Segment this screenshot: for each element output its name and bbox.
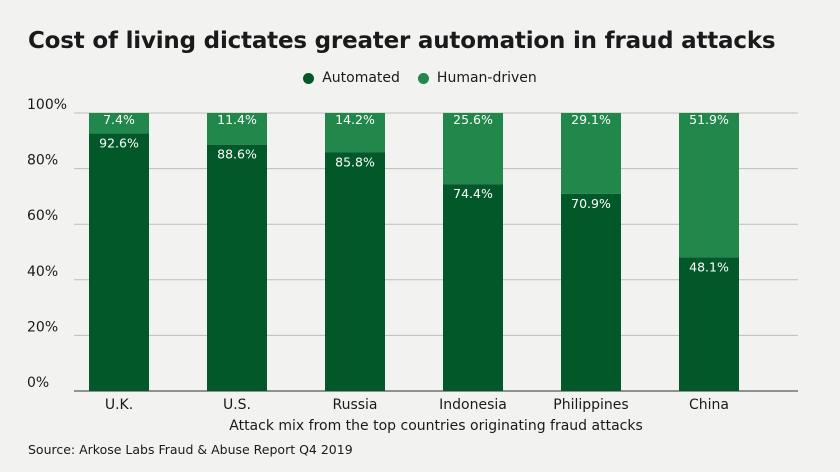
x-tick-label: Indonesia	[439, 397, 507, 413]
data-label-human-driven: 29.1%	[571, 112, 611, 127]
y-tick-label: 80%	[27, 153, 58, 169]
legend-label-automated: Automated	[322, 70, 400, 86]
y-tick-label: 0%	[27, 375, 49, 391]
data-label-human-driven: 7.4%	[103, 112, 135, 127]
bar-automated	[207, 144, 267, 391]
data-label-automated: 48.1%	[689, 259, 729, 274]
x-tick-label: U.K.	[105, 397, 133, 413]
y-tick-label: 60%	[27, 208, 58, 224]
legend-swatch-automated	[303, 72, 315, 84]
source-note: Source: Arkose Labs Fraud & Abuse Report…	[28, 442, 353, 457]
data-label-human-driven: 25.6%	[453, 112, 493, 127]
data-label-automated: 88.6%	[217, 147, 257, 162]
bar-human-driven	[89, 113, 149, 134]
bar-automated	[89, 133, 149, 391]
legend-item-automated: Automated	[303, 70, 400, 86]
bar-automated	[679, 257, 739, 391]
chart-title: Cost of living dictates greater automati…	[28, 28, 776, 54]
y-tick-label: 20%	[27, 319, 58, 335]
y-tick-label: 40%	[27, 264, 58, 280]
legend-label-human-driven: Human-driven	[436, 70, 537, 86]
bar-automated	[443, 184, 503, 391]
data-label-human-driven: 14.2%	[335, 112, 375, 127]
bar-automated	[561, 193, 621, 391]
bar-human-driven	[679, 113, 739, 258]
data-label-human-driven: 51.9%	[689, 112, 729, 127]
bar-human-driven	[325, 113, 385, 153]
legend: Automated Human-driven	[0, 70, 840, 86]
y-tick-label: 100%	[27, 97, 67, 113]
x-tick-label: Russia	[332, 397, 377, 413]
bar-automated	[325, 152, 385, 391]
bar-human-driven	[443, 113, 503, 185]
bar-human-driven	[207, 113, 267, 145]
data-label-automated: 92.6%	[99, 136, 139, 151]
bar-human-driven	[561, 113, 621, 194]
x-tick-label: U.S.	[223, 397, 251, 413]
data-label-human-driven: 11.4%	[217, 112, 257, 127]
data-label-automated: 74.4%	[453, 186, 493, 201]
legend-item-human-driven: Human-driven	[417, 70, 537, 86]
x-axis-title: Attack mix from the top countries origin…	[229, 418, 643, 434]
x-tick-label: Philippines	[553, 397, 628, 413]
x-tick-label: China	[689, 397, 729, 413]
data-label-automated: 85.8%	[335, 154, 375, 169]
legend-swatch-human-driven	[417, 72, 429, 84]
data-label-automated: 70.9%	[571, 196, 611, 211]
